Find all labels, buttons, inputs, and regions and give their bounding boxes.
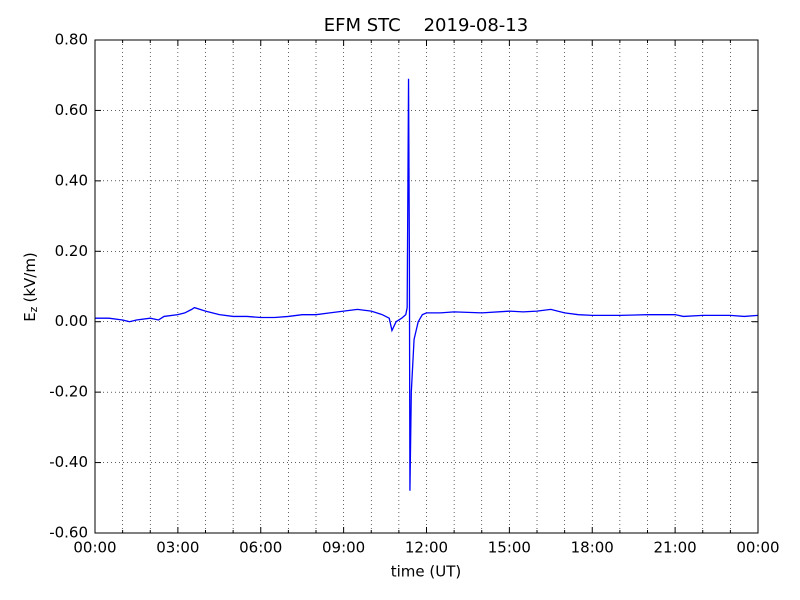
x-axis-label: time (UT)	[391, 563, 462, 581]
chart-title: EFM STC 2019-08-13	[324, 15, 528, 36]
x-tick-label: 15:00	[488, 539, 531, 557]
y-label-base: E	[21, 312, 39, 321]
x-tick-label: 21:00	[654, 539, 697, 557]
y-tick-label: 0.60	[55, 101, 88, 119]
x-tick-label: 09:00	[322, 539, 365, 557]
data-line	[95, 78, 759, 491]
x-tick-label: 06:00	[239, 539, 282, 557]
y-tick-label: -0.40	[49, 453, 88, 471]
y-label-sub: z	[27, 306, 40, 312]
y-tick-label: -0.20	[49, 383, 88, 401]
y-label-unit: (kV/m)	[21, 252, 39, 302]
y-tick-label: 0.40	[55, 171, 88, 189]
y-tick-label: 0.20	[55, 242, 88, 260]
y-tick-label: 0.00	[55, 312, 88, 330]
x-tick-label: 12:00	[405, 539, 448, 557]
x-tick-label: 00:00	[736, 539, 779, 557]
y-axis-label: Ez (kV/m)	[21, 252, 41, 322]
x-tick-label: 00:00	[73, 539, 116, 557]
plot-frame	[94, 39, 759, 534]
y-tick-label: -0.60	[49, 524, 88, 542]
x-tick-label: 18:00	[571, 539, 614, 557]
x-tick-label: 03:00	[156, 539, 199, 557]
y-tick-label: 0.80	[55, 31, 88, 49]
